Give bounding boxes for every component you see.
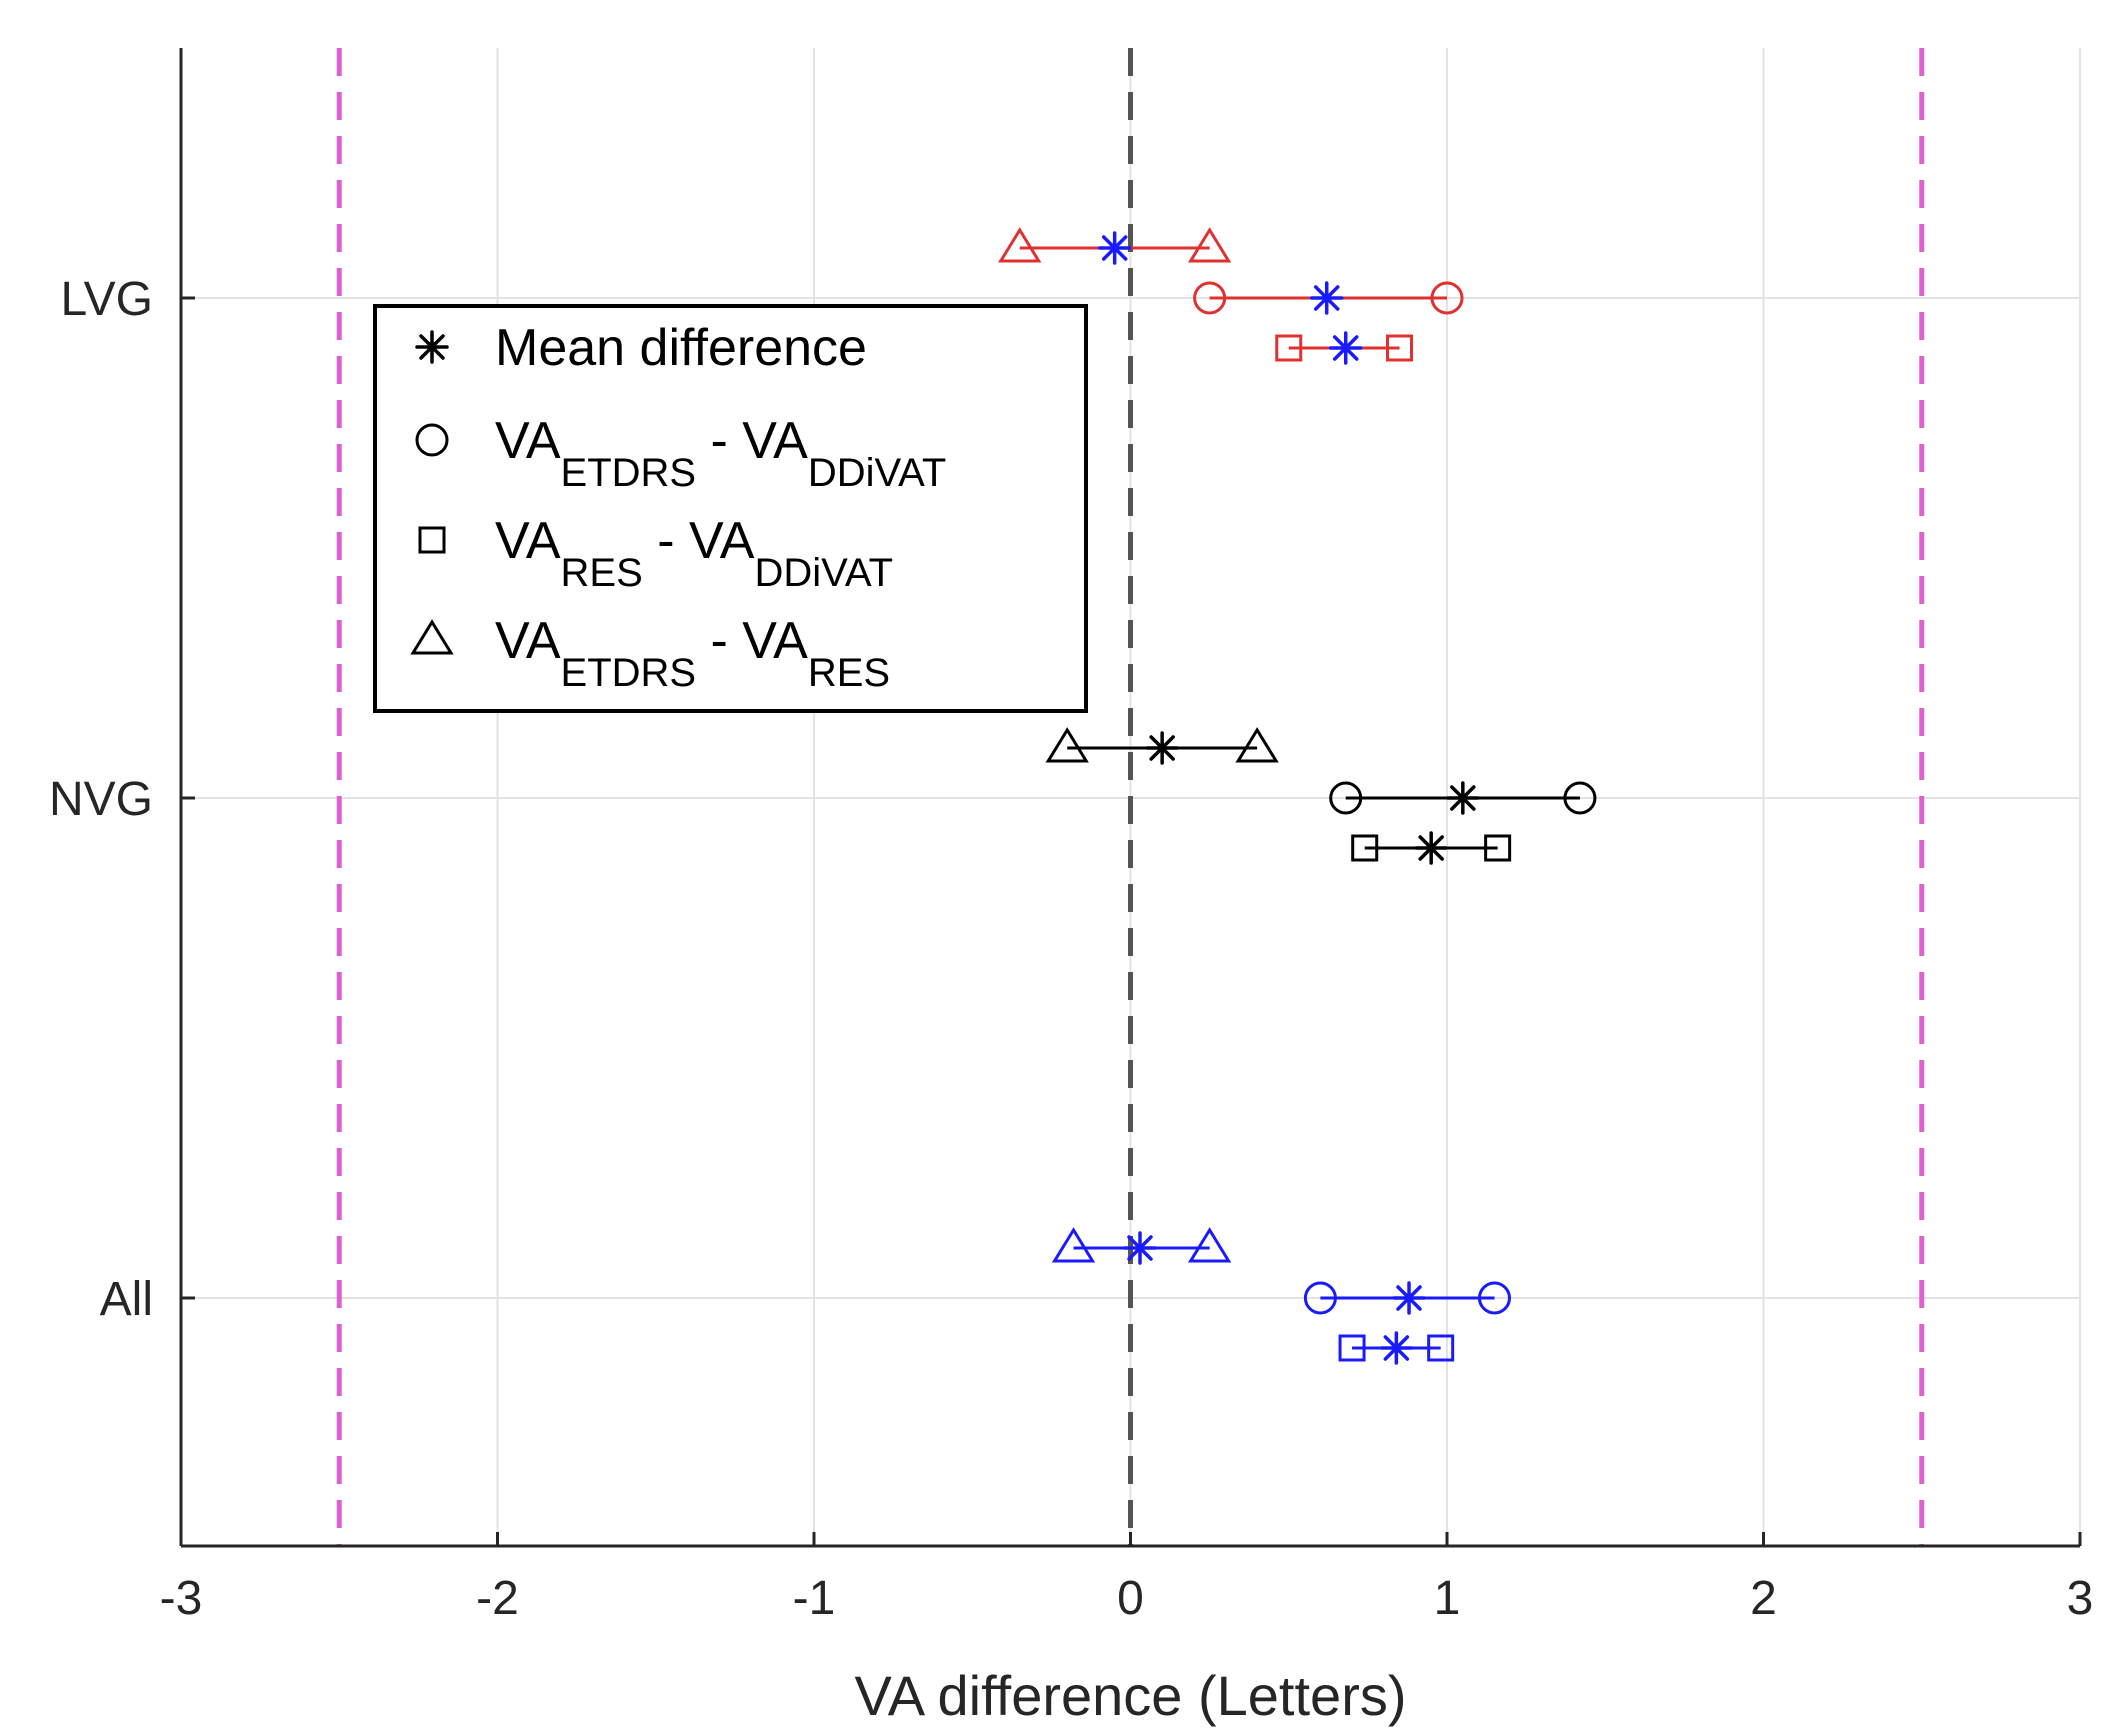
legend-subscript: DDiVAT [808,451,947,495]
legend-marker-square [418,526,446,554]
mean-marker [1309,281,1344,315]
interval-lvg-circle [1193,281,1464,315]
interval-upper-marker [1430,281,1464,315]
mean-marker [1392,1281,1426,1315]
ticks: -3 -2 -1 0 1 2 3 LVG NVG All [49,273,2093,1625]
x-tick-label: 3 [2067,1572,2094,1625]
interval-upper-marker [1563,781,1597,815]
interval-lower-marker [1338,1334,1366,1362]
interval-lower-marker [1275,334,1303,362]
interval-lower-marker [1351,834,1379,862]
y-tick-label: NVG [49,773,153,826]
interval-upper-marker [1386,334,1414,362]
interval-lower-marker [1051,1227,1096,1263]
legend-subscript: DDiVAT [754,551,893,595]
legend-marker-circle [415,423,449,457]
legend-marker-star [415,330,449,364]
mean-marker [1446,781,1480,815]
legend-subscript: ETDRS [561,651,697,695]
legend-entry-text: VAETDRS - VADDiVAT [495,412,946,495]
legend-text-part: - VA [696,412,808,470]
x-tick-label: -3 [160,1572,203,1625]
interval-upper-marker [1477,1281,1511,1315]
interval-lower-marker [1193,281,1227,315]
interval-all-circle [1303,1281,1511,1315]
mean-marker [1328,331,1363,365]
legend-entry-text: VAETDRS - VARES [495,612,890,695]
interval-upper-marker [1187,1227,1232,1263]
interval-lower-marker [1329,781,1363,815]
legend-entry-text: VARES - VADDiVAT [495,512,893,595]
interval-lower-marker [1303,1281,1337,1315]
x-tick-label: 2 [1750,1572,1777,1625]
legend-subscript: RES [808,651,890,695]
legend-entry-text: Mean difference [495,319,867,377]
legend-subscript: RES [561,551,643,595]
reference-lines [336,48,1925,1546]
interval-all-triangle [1051,1227,1232,1265]
interval-nvg-triangle [1045,727,1279,765]
x-tick-label: 1 [1434,1572,1461,1625]
interval-upper-marker [1235,727,1279,763]
interval-all-square [1338,1331,1455,1365]
mean-marker [1097,231,1132,265]
y-tick-label: LVG [61,273,153,326]
interval-upper-marker [1484,834,1512,862]
legend-text-part: VA [495,612,561,670]
interval-upper-marker [1427,1334,1455,1362]
interval-lower-marker [1045,727,1089,763]
x-tick-label: 0 [1117,1572,1144,1625]
legend-marker-triangle [410,619,454,655]
mean-marker [1123,1231,1157,1265]
mean-marker [1414,831,1448,865]
interval-nvg-square [1351,831,1512,865]
mean-marker [1379,1331,1414,1365]
legend-text-part: VA [495,412,561,470]
legend-subscript: ETDRS [561,451,697,495]
interval-lvg-square [1275,331,1414,365]
interval-upper-marker [1187,227,1232,263]
legend-box [373,304,1088,713]
y-tick-label: All [100,1273,153,1326]
legend-text-part: - VA [696,612,808,670]
x-tick-label: -2 [476,1572,519,1625]
x-axis-label: VA difference (Letters) [855,1664,1407,1727]
x-tick-label: -1 [793,1572,836,1625]
mean-marker [1145,731,1179,765]
legend-text-part: - VA [643,512,755,570]
data-series [998,227,1597,1365]
interval-lower-marker [998,227,1042,263]
interval-nvg-circle [1329,781,1597,815]
interval-lvg-triangle [998,227,1232,265]
legend-text-part: VA [495,512,561,570]
